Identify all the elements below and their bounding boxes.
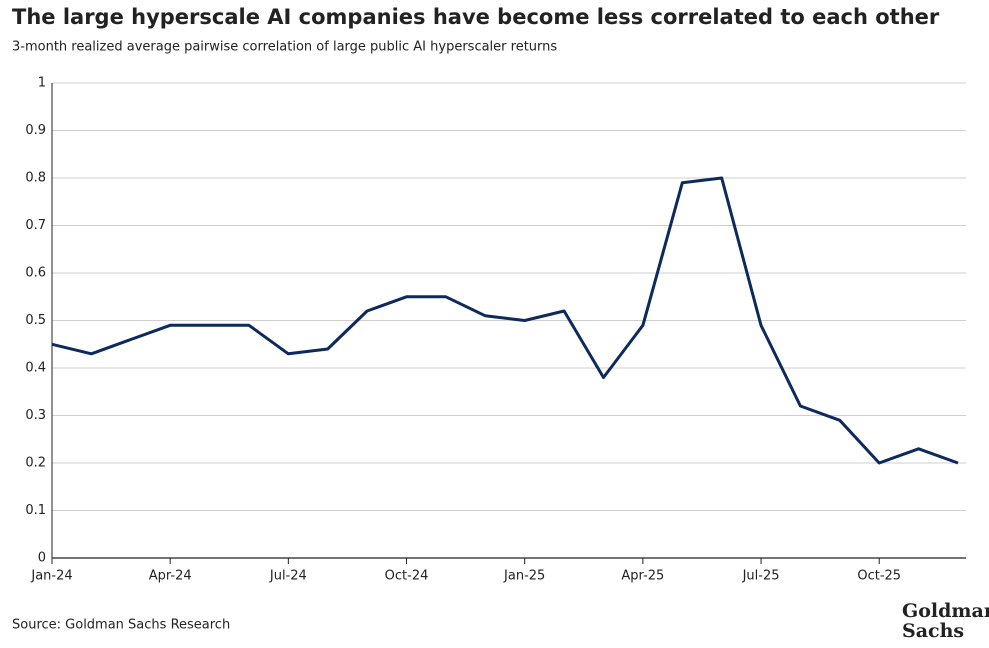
x-tick-label: Jul-24 <box>269 569 307 584</box>
x-tick-label: Apr-25 <box>621 569 664 584</box>
logo: Sachs <box>902 620 964 642</box>
y-tick-label: 0.3 <box>25 408 46 423</box>
logo: Goldman <box>902 600 989 622</box>
line <box>51 176 959 465</box>
y-tick-label: 0.2 <box>25 456 46 471</box>
y-tick-label: 0 <box>38 551 46 566</box>
y-tick-label: 0.1 <box>25 503 46 518</box>
y-tick-label: 0.7 <box>25 218 46 233</box>
x-tick-label: Apr-24 <box>149 569 192 584</box>
y-tick-label: 0.5 <box>25 313 46 328</box>
chart-title: The large hyperscale AI companies have b… <box>12 5 940 29</box>
chart-subtitle: 3-month realized average pairwise correl… <box>12 40 557 55</box>
y-tick-label: 1 <box>38 76 46 91</box>
x-tick-label: Jul-25 <box>742 569 780 584</box>
source: Source: Goldman Sachs Research <box>12 618 230 633</box>
y-tick-label: 0.9 <box>25 123 46 138</box>
y-tick-label: 0.4 <box>25 361 46 376</box>
x-tick-label: Jan-24 <box>30 569 72 584</box>
x-tick-label: Jan-25 <box>503 569 545 584</box>
y-tick-label: 0.6 <box>25 266 46 281</box>
y-tick-label: 0.8 <box>25 171 46 186</box>
x-tick-label: Oct-25 <box>857 569 901 584</box>
x-tick-label: Oct-24 <box>385 569 429 584</box>
